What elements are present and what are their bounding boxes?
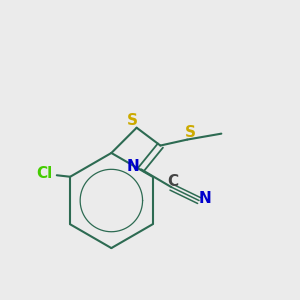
Text: C: C: [167, 174, 178, 189]
Text: Cl: Cl: [36, 166, 52, 181]
Text: S: S: [127, 113, 138, 128]
Text: S: S: [185, 125, 196, 140]
Text: N: N: [199, 191, 212, 206]
Text: N: N: [126, 159, 139, 174]
